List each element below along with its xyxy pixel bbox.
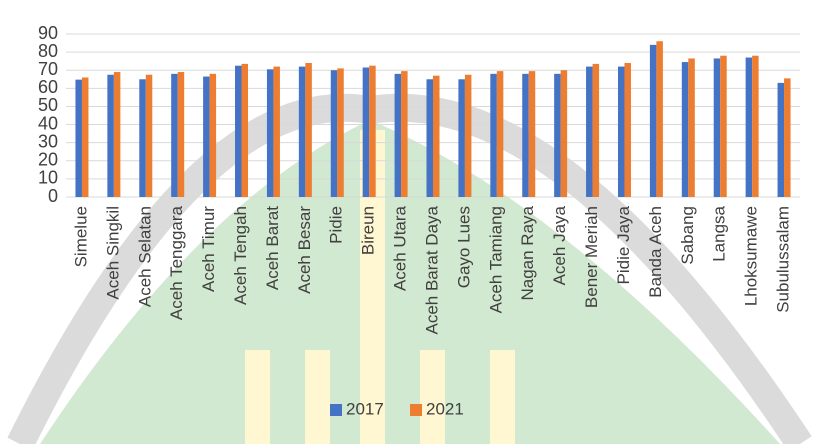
y-tick-label: 0 [48, 186, 58, 206]
bar [401, 71, 408, 197]
bar [529, 71, 536, 197]
bar [203, 77, 210, 197]
legend-swatch [330, 404, 342, 416]
bar [778, 83, 785, 197]
x-tick-label: Pidie Jaya [614, 205, 633, 284]
bar [458, 79, 465, 197]
bar [305, 63, 312, 197]
y-tick-label: 70 [38, 59, 58, 79]
x-tick-label: Langsa [710, 205, 729, 261]
bar [752, 56, 759, 197]
bar [746, 58, 753, 197]
bar [561, 70, 568, 197]
x-tick-label: Aceh Tenggara [167, 205, 186, 320]
bar [593, 64, 600, 197]
y-tick-label: 80 [38, 41, 58, 61]
bar [114, 72, 121, 197]
bar [433, 76, 440, 197]
x-tick-label: Aceh Tengah [231, 206, 250, 305]
x-tick-label: Aceh Besar [295, 206, 314, 294]
y-tick-label: 50 [38, 95, 58, 115]
bar [235, 66, 242, 197]
y-tick-label: 30 [38, 131, 58, 151]
bar [273, 67, 280, 197]
chart: 0102030405060708090 Simelue Aceh Singkil Ac… [0, 0, 821, 444]
x-tick-label: Aceh Timur [199, 206, 218, 292]
bar [82, 77, 89, 197]
bar [299, 67, 306, 197]
bar [210, 74, 217, 197]
x-tick-label: Aceh Utara [391, 205, 410, 291]
x-tick-label: Pidie [327, 206, 346, 244]
x-tick-label: Aceh Selatan [135, 206, 154, 307]
bar [107, 75, 114, 197]
bar [682, 62, 689, 197]
watermark-letter [490, 350, 515, 444]
x-tick-label: Simelue [71, 206, 90, 267]
x-tick-label: Aceh Barat [263, 206, 282, 290]
bar [784, 78, 791, 197]
bar [139, 79, 146, 197]
bar [369, 66, 376, 197]
x-tick-label: Sabang [678, 206, 697, 265]
y-tick-label: 40 [38, 113, 58, 133]
bar [688, 58, 695, 197]
y-tick-label: 10 [38, 168, 58, 188]
bar [490, 74, 497, 197]
x-tick-label: Bireun [359, 206, 378, 255]
x-tick-label: Aceh Singkil [103, 206, 122, 300]
bar [427, 79, 434, 197]
bar [618, 67, 625, 197]
x-tick-label: Lhoksumawe [742, 206, 761, 306]
bar [242, 64, 249, 197]
bar [522, 74, 529, 197]
legend-label: 2017 [346, 399, 384, 418]
bar [624, 63, 631, 197]
x-tick-label: Aceh Jaya [550, 205, 569, 285]
x-tick-label: Subulussalam [774, 206, 793, 313]
x-tick-label: Gayo Lues [454, 206, 473, 288]
bar [146, 75, 153, 197]
bar [656, 41, 663, 197]
bar [331, 70, 338, 197]
y-tick-label: 60 [38, 77, 58, 97]
y-tick-label: 90 [38, 23, 58, 43]
x-tick-label: Bener Meriah [582, 206, 601, 308]
bar [171, 74, 178, 197]
bar [363, 68, 370, 197]
bar [395, 74, 402, 197]
bar [337, 68, 344, 197]
bar [650, 45, 657, 197]
x-tick-label: Banda Aceh [646, 206, 665, 298]
bar [554, 74, 561, 197]
watermark-letter [420, 350, 445, 444]
watermark-letter [305, 350, 330, 444]
bar [586, 67, 593, 197]
x-tick-label: Aceh Barat Daya [422, 205, 441, 334]
bar [720, 56, 727, 197]
watermark-letter [245, 350, 270, 444]
y-tick-label: 20 [38, 150, 58, 170]
bar [75, 80, 82, 197]
x-tick-label: Nagan Raya [518, 205, 537, 300]
legend-swatch [410, 404, 422, 416]
bar [267, 69, 274, 197]
legend-label: 2021 [426, 399, 464, 418]
bar [714, 58, 721, 197]
bar [465, 75, 472, 197]
x-tick-label: Aceh Tamiang [486, 206, 505, 313]
bar [497, 71, 504, 197]
bar [178, 72, 185, 197]
